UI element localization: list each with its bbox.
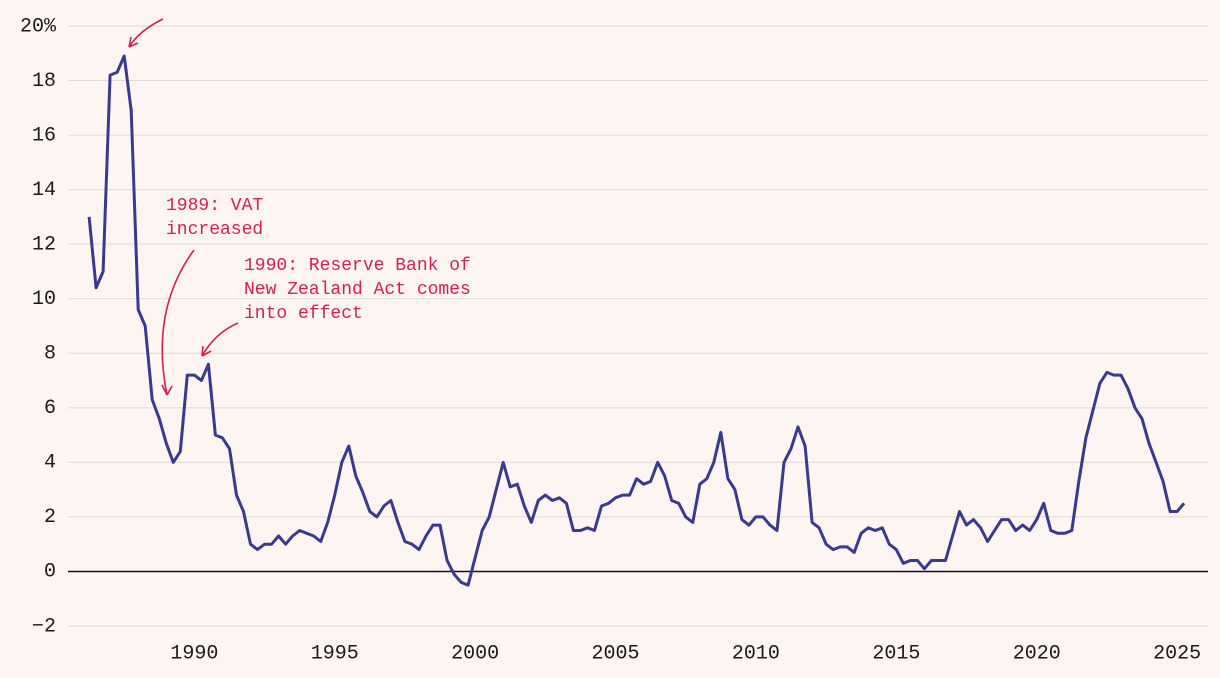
annotation: 1989: VAT increased [166, 196, 263, 240]
x-tick-label: 2025 [1153, 642, 1201, 665]
annotation-text: 1989: VAT [166, 196, 263, 216]
line-series [87, 54, 1186, 587]
y-tick-label: 20% [20, 15, 57, 38]
plot: 20% 18 16 14 12 10 8 6 4 2 0 −2 1990 1995 2000 2005 2010… [20, 15, 1208, 665]
y-tick-label: 12 [32, 233, 56, 256]
x-tick-label: 1990 [170, 642, 218, 665]
arrow [128, 18, 164, 48]
x-tick-label: 2005 [592, 642, 640, 665]
annotation-text: 1990: Reserve Bank of [244, 256, 471, 276]
x-tick-label: 2000 [451, 642, 499, 665]
annotation-text: New Zealand Act comes [244, 280, 471, 300]
x-tick-label: 2010 [732, 642, 780, 665]
x-tick-label: 2020 [1013, 642, 1061, 665]
arrowhead [201, 345, 212, 357]
y-tick-label: 18 [32, 70, 56, 93]
y-tick-label: −2 [32, 615, 56, 638]
arrow [161, 249, 195, 396]
y-tick-label: 8 [44, 343, 56, 366]
arrow [201, 322, 239, 357]
y-tick-label: 14 [32, 179, 56, 202]
x-tick-label: 2015 [872, 642, 920, 665]
annotation: 1990: Reserve Bank of New Zealand Act com… [244, 256, 471, 324]
y-tick-label: 2 [44, 506, 56, 529]
annotation-text: increased [166, 220, 263, 240]
y-tick-label: 4 [44, 452, 56, 475]
arrowhead [128, 36, 139, 48]
annotation-text: into effect [244, 304, 363, 324]
y-tick-label: 0 [44, 561, 56, 584]
y-tick-label: 6 [44, 397, 56, 420]
y-tick-label: 10 [32, 288, 56, 311]
y-tick-label: 16 [32, 124, 56, 147]
annotation-arrows [128, 18, 239, 396]
x-tick-label: 1995 [311, 642, 359, 665]
arrowhead [161, 384, 173, 396]
